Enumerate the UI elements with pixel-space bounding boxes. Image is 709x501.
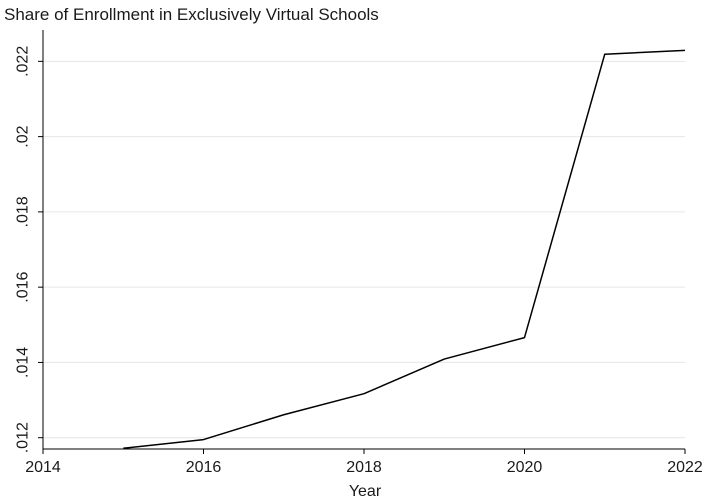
y-tick-label: .02 xyxy=(15,125,32,147)
x-axis: 2014 2016 2018 2020 2022 xyxy=(25,448,703,476)
series-line xyxy=(123,49,686,449)
series-group xyxy=(123,49,686,449)
x-tick-label: 2016 xyxy=(186,459,222,476)
y-tick-label: .014 xyxy=(15,347,32,378)
y-tick-label: .018 xyxy=(15,196,32,227)
x-tick-label: 2014 xyxy=(25,459,61,476)
y-tick-label: .016 xyxy=(15,271,32,302)
y-tick-label: .022 xyxy=(15,46,32,77)
x-tick-label: 2018 xyxy=(346,459,382,476)
x-axis-label: Year xyxy=(349,483,382,500)
x-tick-label: 2022 xyxy=(667,459,703,476)
chart-title: Share of Enrollment in Exclusively Virtu… xyxy=(4,5,379,24)
y-tick-label: .012 xyxy=(15,422,32,453)
x-tick-label: 2020 xyxy=(507,459,543,476)
y-axis: .012 .014 .016 .018 .02 .022 xyxy=(15,30,44,453)
grid xyxy=(43,60,685,439)
